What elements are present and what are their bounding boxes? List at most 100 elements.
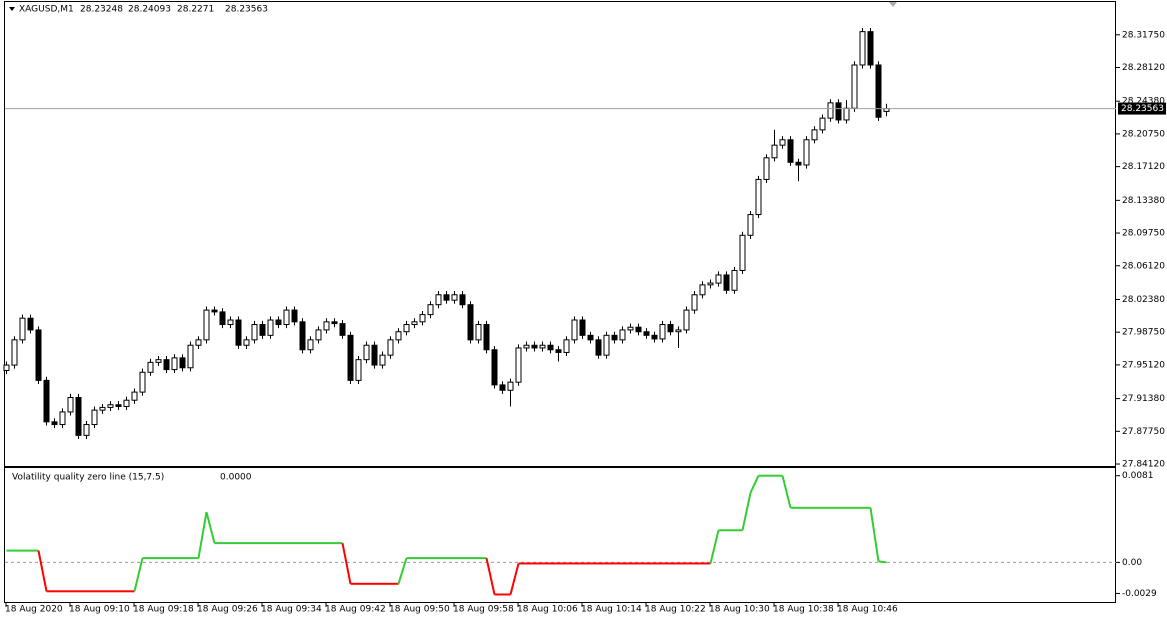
candle-body [795,161,802,166]
candle-body [403,324,410,333]
y-tick-label: 28.24380 [1122,97,1165,107]
candle-body [267,319,274,336]
price-header: XAGUSD,M1 28.23248 28.24093 28.2271 28.2… [19,5,268,15]
candle-body [139,371,146,393]
candle-body [739,234,746,271]
candle-body [771,144,778,159]
candle-body [819,117,826,131]
x-tick-label: 18 Aug 09:42 [325,605,386,615]
candle-body [843,107,850,121]
candle-body [731,269,738,291]
candle-body [291,309,298,323]
candle-body [3,364,10,371]
candle-body [627,326,634,331]
indicator-title: Volatility quality zero line (15,7.5) [12,473,164,483]
y-tick-label: 28.17120 [1122,162,1165,172]
candle-body [475,324,482,341]
x-tick-label: 18 Aug 10:22 [645,605,706,615]
candle-body [347,334,354,381]
x-tick-label: 18 Aug 10:30 [709,605,770,615]
candle-body [667,324,674,333]
candle-body [787,139,794,163]
x-tick-label: 18 Aug 10:06 [517,605,578,615]
candle-body [635,326,642,333]
candle-body [579,319,586,336]
candle-body [99,406,106,411]
candle-body [691,294,698,311]
candle-body [131,391,138,401]
x-tick-label: 18 Aug 09:18 [133,605,194,615]
candle-body [163,359,170,371]
candle-body [851,64,858,109]
y-tick-label: 28.13380 [1122,196,1165,206]
candle-body [259,324,266,336]
candle-body [155,359,162,363]
candle-body [363,344,370,361]
candle-body [859,31,866,66]
candle-body [211,309,218,313]
indicator-segment [509,563,520,595]
y-tick-label: 27.87750 [1122,427,1165,437]
candle-body [603,334,610,356]
candle-body [115,404,122,408]
candle-body [483,324,490,351]
candle-body [555,349,562,353]
candle-body [411,321,418,326]
y-tick-label: 28.31750 [1122,30,1165,40]
candle-body [779,139,786,146]
x-tick-label: 18 Aug 2020 [5,605,63,615]
candle-body [227,319,234,326]
candle-body [451,294,458,301]
y-tick-label: 28.06120 [1122,261,1165,271]
candle-body [243,339,250,346]
candle-body [651,334,658,340]
candle-body [747,214,754,236]
y-tick-label: 27.95120 [1122,360,1165,370]
candle-body [427,304,434,316]
candle-body [11,339,18,366]
candle-body [171,357,178,371]
candle-body [523,344,530,349]
candle-body [147,361,154,373]
x-tick-label: 18 Aug 10:14 [581,605,642,615]
candle-body [515,347,522,383]
candle-body [107,404,114,408]
indicator-segment [741,492,752,531]
price-label-box [1118,102,1166,115]
indicator-segment [709,530,720,564]
candle-body [467,304,474,341]
indicator-segment [205,511,216,544]
menu-arrow [9,7,15,11]
candle-body [35,329,42,381]
candle-body [91,409,98,426]
candle-body [683,309,690,331]
candle-body [379,354,386,366]
candle-body [587,334,594,341]
indicator-segment [869,507,880,562]
candle-body [435,294,442,306]
candle-body [715,274,722,284]
candle-body [179,357,186,369]
candle-body [643,331,650,336]
indicator-segment [781,475,792,509]
candle-body [443,294,450,301]
header-close: 28.23563 [225,5,268,15]
indicator-segment [37,550,48,592]
y-tick-label: 27.91380 [1122,394,1165,404]
candle-body [499,384,506,391]
indicator-segment [397,557,408,585]
candle-body [723,274,730,291]
candle-body [339,323,346,336]
indicator-value: 0.0000 [220,473,252,483]
candle-body [275,319,282,326]
x-tick-label: 18 Aug 09:34 [261,605,322,615]
symbol: XAGUSD,M1 [19,5,74,15]
price-label: 28.23563 [1121,104,1164,114]
header-open: 28.23248 [80,5,123,15]
x-tick-label: 18 Aug 10:38 [773,605,834,615]
y-tick-label: 0.0081 [1122,471,1154,481]
x-tick-label: 18 Aug 09:10 [69,605,130,615]
candle-body [659,324,666,340]
candle-body [531,344,538,349]
